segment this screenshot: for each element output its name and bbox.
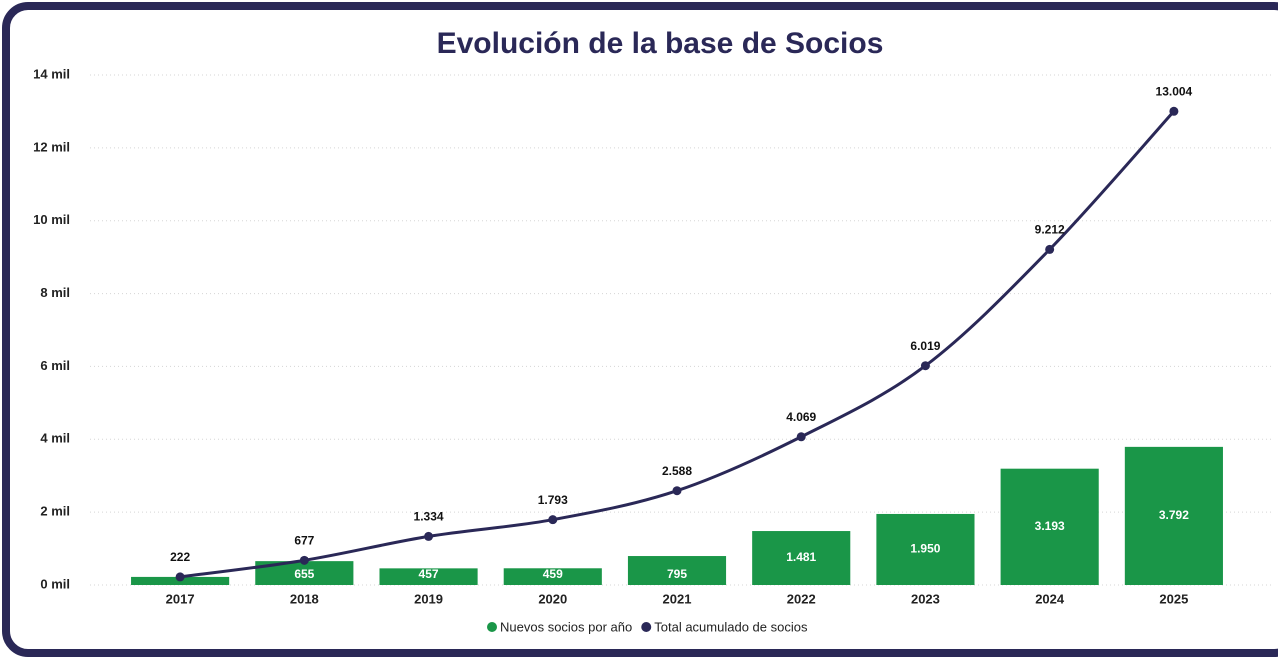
chart-title: Evolución de la base de Socios [437,27,884,60]
y-tick-label: 8 mil [40,285,70,300]
line-point [548,515,558,525]
x-tick-label: 2021 [663,591,692,606]
line-point [424,531,434,541]
bar-value-label: 1.481 [786,550,816,564]
bar [876,513,975,585]
line-point [920,361,930,371]
y-tick-label: 6 mil [40,358,70,373]
legend-label: Total acumulado de socios [654,619,808,634]
line-point [796,432,806,442]
line-value-label: 1.334 [414,510,444,524]
bar-value-label: 3.792 [1159,508,1189,522]
line-value-label: 9.212 [1035,223,1065,237]
line [179,110,1176,579]
bar-value-label: 3.193 [1035,519,1065,533]
bar [503,568,602,585]
y-tick-label: 12 mil [33,139,70,154]
x-tick-label: 2018 [290,591,319,606]
bar [627,556,727,585]
y-tick-label: 2 mil [40,504,70,519]
x-tick-label: 2022 [787,591,816,606]
line-value-label: 4.069 [786,410,816,424]
bar [752,531,851,585]
bar-value-label: 459 [543,567,563,581]
y-tick-label: 14 mil [33,66,70,81]
x-tick-label: 2024 [1035,591,1065,606]
y-tick-label: 4 mil [40,431,70,446]
line-point [1045,244,1055,254]
line-value-label: 6.019 [910,339,940,353]
bar-value-label: 457 [419,567,439,581]
bar-value-label: 655 [294,567,314,581]
line-point [1169,106,1179,116]
x-tick-label: 2025 [1159,591,1188,606]
bar [1000,468,1099,585]
x-tick-label: 2020 [538,591,567,606]
x-tick-label: 2017 [166,591,195,606]
y-tick-label: 10 mil [33,212,70,227]
line-point [175,572,185,582]
x-tick-label: 2023 [911,591,940,606]
line-value-label: 2.588 [662,464,692,478]
x-tick-label: 2019 [414,591,443,606]
bar [255,561,354,585]
legend-marker [487,622,497,632]
legend-label: Nuevos socios por año [500,619,632,634]
bar [1124,446,1223,585]
bar [379,568,478,585]
legend-marker [641,622,652,632]
y-tick-label: 0 mil [40,576,70,591]
bar-value-label: 1.950 [910,542,940,556]
line-value-label: 677 [294,534,314,548]
bar-value-label: 795 [667,567,687,581]
line-value-label: 1.793 [538,493,568,507]
line-point [299,555,309,565]
line-value-label: 222 [170,550,190,564]
line-point [672,486,682,496]
line-value-label: 13.004 [1156,84,1193,98]
